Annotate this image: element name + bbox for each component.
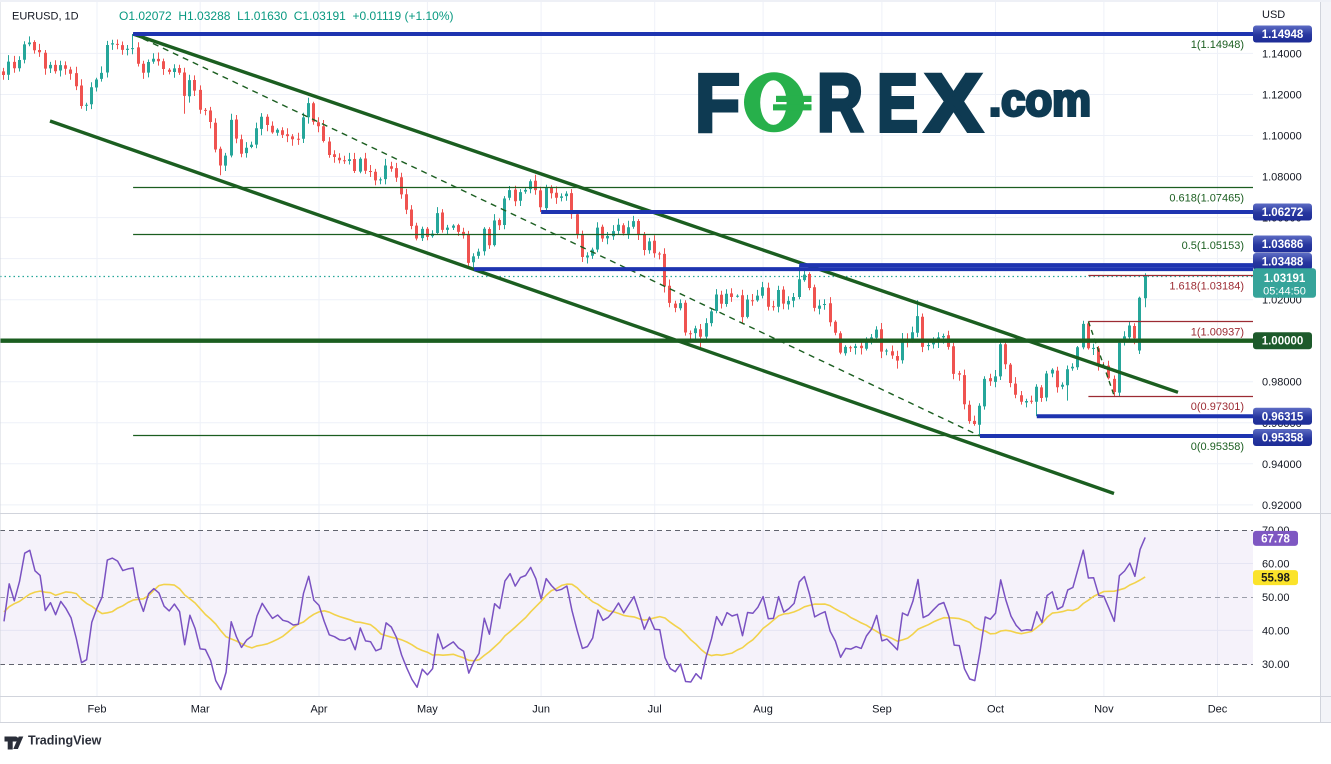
svg-text:40.00: 40.00 bbox=[1262, 625, 1290, 637]
svg-text:USD: USD bbox=[1262, 9, 1285, 21]
svg-text:1.03488: 1.03488 bbox=[1262, 257, 1304, 269]
svg-text:0.96315: 0.96315 bbox=[1262, 411, 1304, 423]
svg-text:1.00000: 1.00000 bbox=[1262, 336, 1304, 348]
svg-text:0(0.97301): 0(0.97301) bbox=[1191, 401, 1244, 413]
svg-text:0.94000: 0.94000 bbox=[1262, 459, 1302, 471]
svg-text:30.00: 30.00 bbox=[1262, 659, 1290, 671]
svg-text:EURUSD, 1D: EURUSD, 1D bbox=[12, 11, 79, 23]
svg-text:0(0.95358): 0(0.95358) bbox=[1191, 441, 1244, 453]
svg-text:Dec: Dec bbox=[1208, 704, 1228, 716]
svg-text:.com: .com bbox=[989, 75, 1091, 126]
svg-text:0.95358: 0.95358 bbox=[1262, 433, 1304, 445]
svg-text:1(1.00937): 1(1.00937) bbox=[1191, 327, 1244, 339]
svg-text:R: R bbox=[817, 58, 863, 149]
svg-text:50.00: 50.00 bbox=[1262, 592, 1290, 604]
svg-text:67.78: 67.78 bbox=[1261, 533, 1290, 545]
svg-text:1.12000: 1.12000 bbox=[1262, 90, 1302, 102]
svg-text:Apr: Apr bbox=[310, 704, 327, 716]
svg-text:Jul: Jul bbox=[648, 704, 662, 716]
svg-text:May: May bbox=[417, 704, 438, 716]
svg-text:1.14948: 1.14948 bbox=[1262, 29, 1304, 41]
svg-text:1.03191: 1.03191 bbox=[1264, 273, 1306, 285]
svg-text:Sep: Sep bbox=[872, 704, 892, 716]
svg-text:Oct: Oct bbox=[987, 704, 1004, 716]
svg-text:05:44:50: 05:44:50 bbox=[1263, 286, 1306, 298]
svg-text:Nov: Nov bbox=[1094, 704, 1114, 716]
svg-text:0.618(1.07465): 0.618(1.07465) bbox=[1169, 193, 1244, 205]
svg-text:1.10000: 1.10000 bbox=[1262, 131, 1302, 143]
svg-text:Aug: Aug bbox=[753, 704, 773, 716]
svg-text:1.06272: 1.06272 bbox=[1262, 207, 1304, 219]
svg-text:E: E bbox=[877, 58, 918, 149]
svg-text:1.08000: 1.08000 bbox=[1262, 172, 1302, 184]
svg-text:60.00: 60.00 bbox=[1262, 559, 1290, 571]
svg-text:Mar: Mar bbox=[191, 704, 210, 716]
svg-text:O1.02072 H1.03288 L1.01630: O1.02072 H1.03288 L1.01630 C1.03191 +0.0… bbox=[119, 9, 453, 23]
svg-text:TradingView: TradingView bbox=[28, 734, 102, 748]
svg-text:0.98000: 0.98000 bbox=[1262, 377, 1302, 389]
svg-text:1.618(1.03184): 1.618(1.03184) bbox=[1169, 280, 1244, 292]
svg-text:1(1.14948): 1(1.14948) bbox=[1191, 39, 1244, 51]
svg-text:55.98: 55.98 bbox=[1261, 573, 1290, 585]
svg-text:Feb: Feb bbox=[88, 704, 107, 716]
svg-text:F: F bbox=[695, 58, 740, 149]
svg-text:1.14000: 1.14000 bbox=[1262, 48, 1302, 60]
svg-text:X: X bbox=[925, 58, 982, 149]
svg-text:Jun: Jun bbox=[532, 704, 550, 716]
svg-text:0.92000: 0.92000 bbox=[1262, 500, 1302, 512]
svg-text:1.03686: 1.03686 bbox=[1262, 239, 1304, 251]
svg-text:0.5(1.05153): 0.5(1.05153) bbox=[1182, 240, 1244, 252]
